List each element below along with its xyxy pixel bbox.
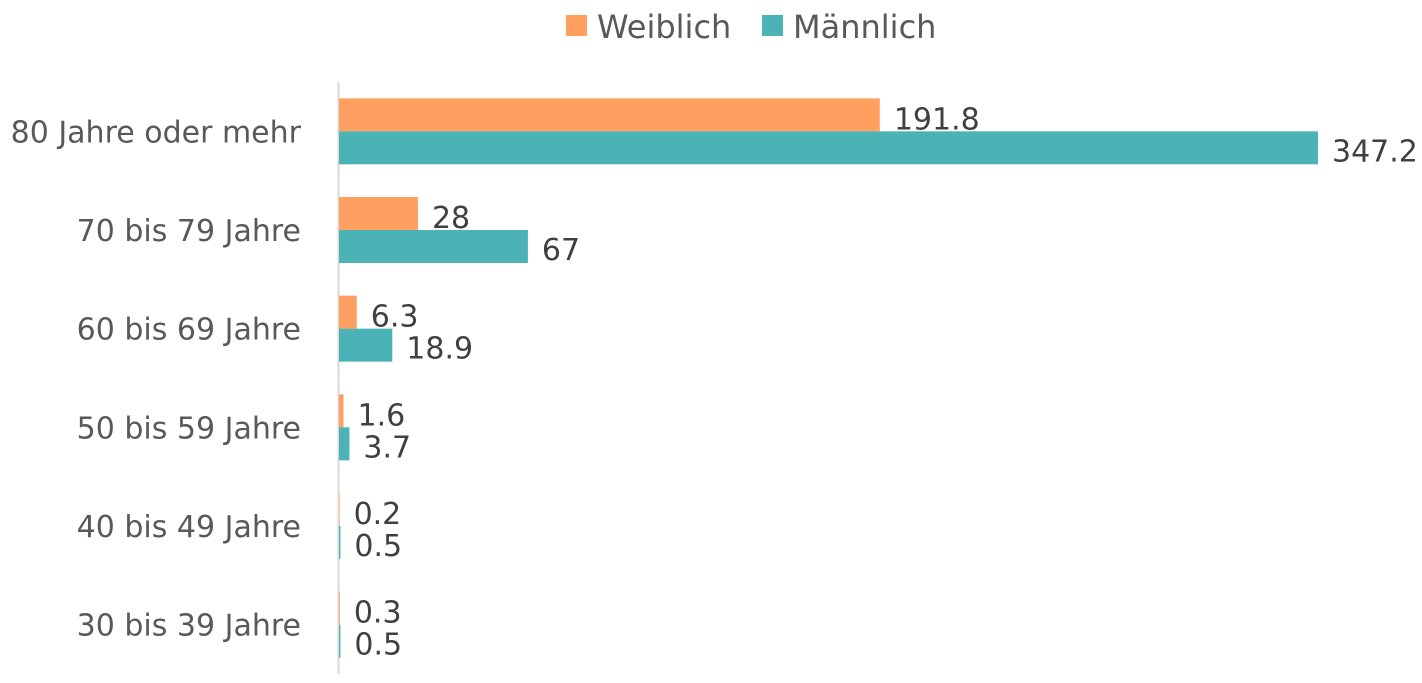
bar-weiblich-60-bis-69-jahre	[339, 295, 357, 329]
legend-label-weiblich: Weiblich	[597, 8, 731, 46]
category-label-50-bis-59-jahre: 50 bis 59 Jahre	[77, 411, 301, 446]
bar-maennlich-60-bis-69-jahre	[339, 328, 393, 362]
category-labels: 80 Jahre oder mehr 70 bis 79 Jahre 60 bis …	[11, 115, 302, 643]
data-label-maennlich-40-bis-49-jahre: 0.5	[354, 529, 402, 564]
data-label-maennlich-30-bis-39-jahre: 0.5	[354, 628, 402, 663]
data-label-weiblich-80-jahre-oder-mehr: 191.8	[894, 102, 980, 137]
bar-maennlich-70-bis-79-jahre	[339, 230, 528, 263]
data-label-weiblich-30-bis-39-jahre: 0.3	[354, 596, 402, 631]
bar-weiblich-50-bis-59-jahre	[339, 394, 344, 428]
bar-weiblich-80-jahre-oder-mehr	[339, 98, 880, 132]
data-label-weiblich-40-bis-49-jahre: 0.2	[354, 497, 402, 532]
legend-swatch-maennlich	[762, 15, 783, 36]
data-label-maennlich-50-bis-59-jahre: 3.7	[363, 430, 411, 465]
bar-weiblich-40-bis-49-jahre	[339, 493, 340, 526]
category-label-30-bis-39-jahre: 30 bis 39 Jahre	[77, 609, 301, 644]
legend-label-maennlich: Männlich	[793, 8, 936, 46]
data-label-maennlich-80-jahre-oder-mehr: 347.2	[1332, 134, 1418, 169]
legend: Weiblich Männlich	[566, 8, 936, 46]
category-label-70-bis-79-jahre: 70 bis 79 Jahre	[77, 214, 301, 249]
category-label-80-jahre-oder-mehr: 80 Jahre oder mehr	[11, 115, 302, 150]
bar-weiblich-70-bis-79-jahre	[339, 197, 418, 230]
data-label-weiblich-70-bis-79-jahre: 28	[432, 201, 470, 236]
bar-maennlich-80-jahre-oder-mehr	[339, 131, 1318, 165]
bars	[339, 98, 1318, 658]
data-label-weiblich-50-bis-59-jahre: 1.6	[358, 398, 406, 433]
category-label-60-bis-69-jahre: 60 bis 69 Jahre	[77, 313, 301, 348]
bar-weiblich-30-bis-39-jahre	[339, 591, 340, 625]
legend-swatch-weiblich	[566, 15, 587, 36]
category-label-40-bis-49-jahre: 40 bis 49 Jahre	[77, 510, 301, 545]
data-label-weiblich-60-bis-69-jahre: 6.3	[371, 300, 419, 335]
data-label-maennlich-70-bis-79-jahre: 67	[542, 233, 580, 268]
bar-maennlich-50-bis-59-jahre	[339, 427, 350, 461]
bar-maennlich-30-bis-39-jahre	[339, 624, 341, 658]
bar-maennlich-40-bis-49-jahre	[339, 526, 341, 559]
data-label-maennlich-60-bis-69-jahre: 18.9	[406, 332, 473, 367]
